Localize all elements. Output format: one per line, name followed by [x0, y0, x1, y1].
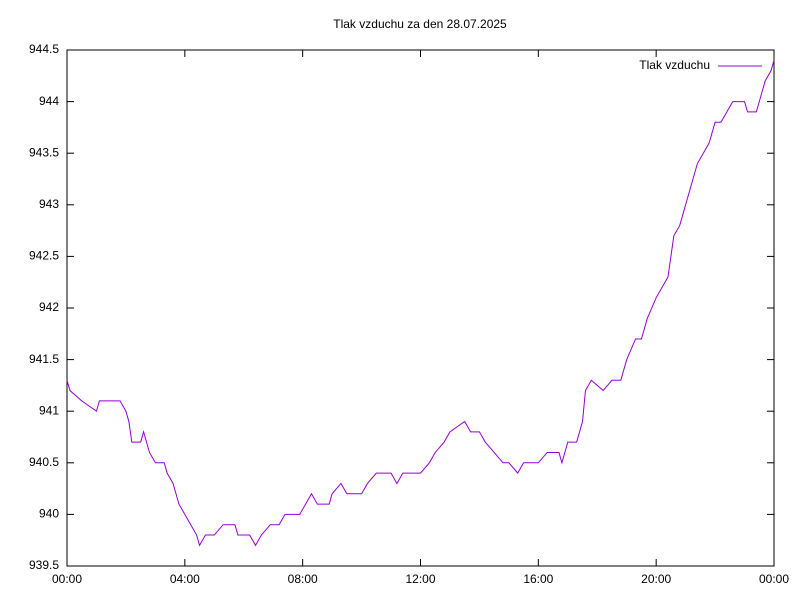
y-tick-label: 944: [39, 94, 59, 108]
y-tick-label: 941.5: [29, 352, 59, 366]
y-tick-label: 941: [39, 403, 59, 417]
y-tick-label: 940.5: [29, 455, 59, 469]
y-tick-label: 944.5: [29, 42, 59, 56]
x-tick-label: 08:00: [288, 572, 318, 586]
x-tick-label: 00:00: [759, 572, 789, 586]
y-tick-label: 942: [39, 300, 59, 314]
y-tick-label: 943.5: [29, 145, 59, 159]
x-tick-label: 12:00: [405, 572, 435, 586]
y-tick-label: 942.5: [29, 249, 59, 263]
chart-title: Tlak vzduchu za den 28.07.2025: [333, 17, 507, 31]
legend-label: Tlak vzduchu: [639, 58, 710, 72]
x-tick-label: 04:00: [170, 572, 200, 586]
y-tick-label: 939.5: [29, 558, 59, 572]
y-tick-label: 943: [39, 197, 59, 211]
x-tick-label: 00:00: [52, 572, 82, 586]
x-tick-label: 20:00: [641, 572, 671, 586]
x-tick-label: 16:00: [523, 572, 553, 586]
y-tick-label: 940: [39, 507, 59, 521]
data-line: [66, 60, 775, 547]
